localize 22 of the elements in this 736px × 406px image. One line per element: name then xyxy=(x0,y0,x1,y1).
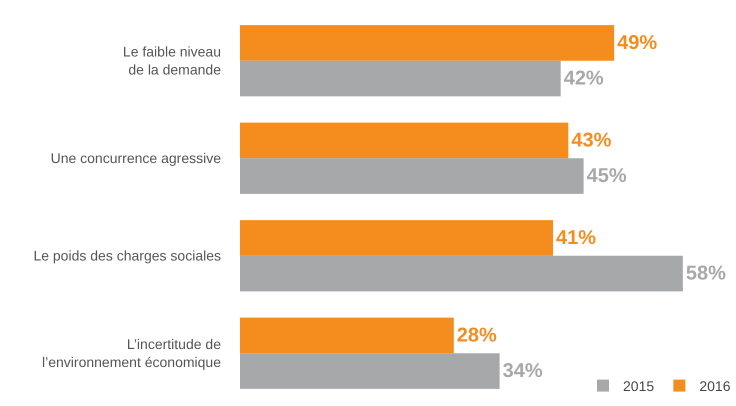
bar xyxy=(240,318,454,354)
data-label: 45% xyxy=(586,165,627,188)
data-label: 49% xyxy=(617,32,658,54)
bar xyxy=(240,122,568,158)
data-label: 43% xyxy=(571,129,612,152)
data-label: 34% xyxy=(502,360,543,382)
bar xyxy=(240,60,561,96)
y-tick-label: Une concurrence agressive xyxy=(50,150,222,166)
legend-label: 2016 xyxy=(699,378,731,394)
y-tick-label: Le poids des charges sociales xyxy=(33,248,221,264)
y-tick-label: L’incertitude de l’environnement économique xyxy=(42,336,222,370)
data-label: 58% xyxy=(686,262,726,285)
bar xyxy=(240,353,500,389)
data-label: 28% xyxy=(456,324,498,346)
legend-label: 2015 xyxy=(623,378,654,394)
data-label: 41% xyxy=(556,226,596,249)
y-tick-label: Le faible niveau de la demande xyxy=(122,44,222,78)
data-label: 42% xyxy=(564,68,604,90)
bar xyxy=(240,158,584,194)
bar xyxy=(240,25,614,61)
bar xyxy=(240,256,683,292)
bar xyxy=(240,220,554,256)
